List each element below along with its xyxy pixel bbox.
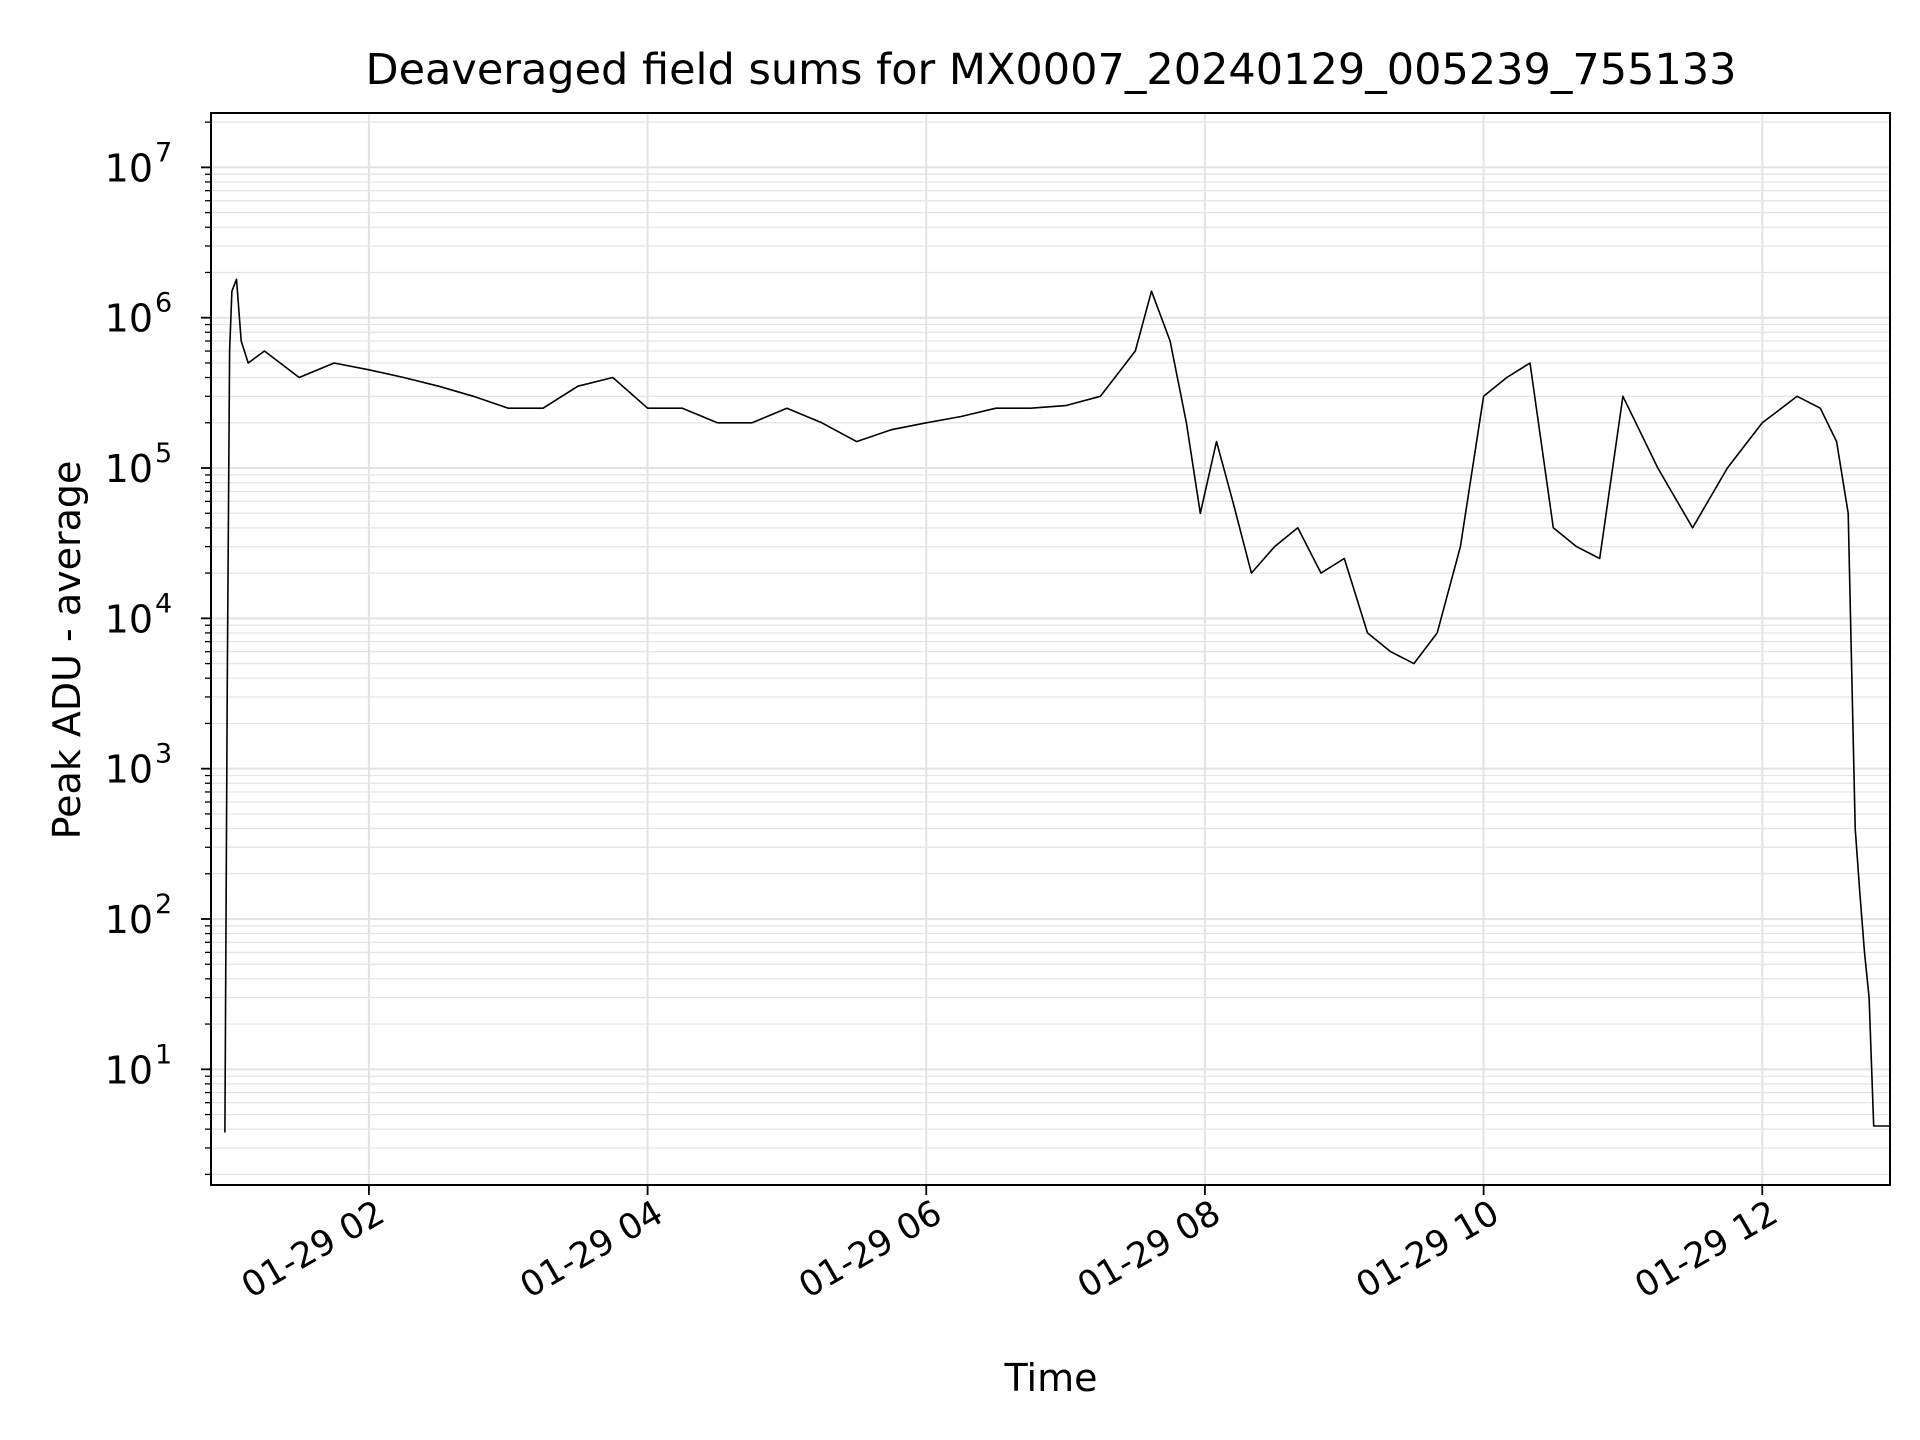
y-tick-label: 10: [105, 447, 153, 491]
series-layer: [224, 278, 1890, 1133]
y-tick-label-exponent: 5: [155, 438, 172, 469]
y-tick-label: 10: [105, 898, 153, 942]
y-tick-label-exponent: 1: [155, 1039, 172, 1070]
y-tick-label: 10: [105, 297, 153, 341]
chart-title: Deaveraged field sums for MX0007_2024012…: [365, 45, 1736, 95]
y-axis-label: Peak ADU - average: [45, 461, 89, 840]
series-line-1: [224, 278, 1890, 1133]
x-axis-label: Time: [1004, 1356, 1098, 1400]
y-tick-label-exponent: 6: [155, 288, 172, 319]
y-tick-label-exponent: 3: [155, 739, 172, 770]
y-tick-label-exponent: 7: [155, 137, 172, 168]
y-tick-label-exponent: 2: [155, 889, 172, 920]
y-tick-label: 10: [105, 146, 153, 190]
plot-frame: [210, 112, 1891, 1186]
y-tick-label: 10: [105, 748, 153, 792]
y-tick-label: 10: [105, 597, 153, 641]
y-tick-label-exponent: 4: [155, 588, 172, 619]
y-tick-label: 10: [105, 1048, 153, 1092]
